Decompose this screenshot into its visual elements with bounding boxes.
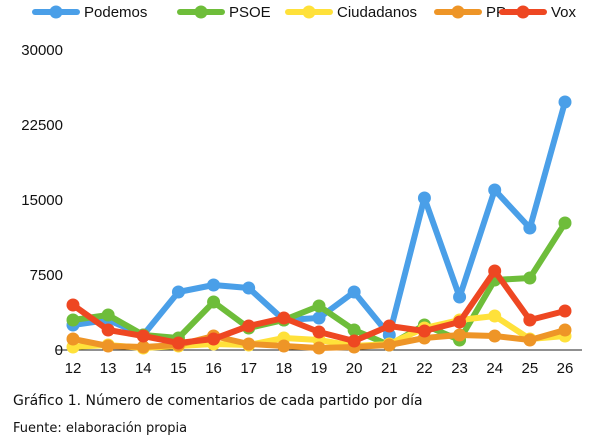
y-tick-label: 22500	[21, 117, 63, 134]
data-point-vox	[347, 334, 361, 348]
data-point-podemos	[417, 191, 431, 205]
legend-label: Vox	[551, 4, 577, 21]
data-point-psoe	[347, 323, 361, 337]
x-tick-label: 25	[522, 360, 539, 377]
legend-marker	[49, 5, 63, 19]
data-point-psoe	[207, 295, 221, 309]
data-point-podemos	[242, 281, 256, 295]
x-tick-label: 15	[170, 360, 187, 377]
data-point-podemos	[382, 328, 396, 342]
data-point-ciudadanos	[488, 309, 502, 323]
line-chart: Podemos PSOE Ciudadanos PP Vox 0750015000225…	[21, 4, 582, 377]
legend-label: PSOE	[229, 4, 271, 21]
figure-caption: Gráfico 1. Número de comentarios de cada…	[13, 393, 423, 409]
series-lines	[66, 95, 572, 355]
data-point-psoe	[66, 313, 80, 327]
legend-item-vox: Vox	[499, 4, 577, 21]
data-point-pp	[136, 340, 150, 354]
legend-item-psoe: PSOE	[177, 4, 271, 21]
data-point-vox	[417, 324, 431, 338]
data-point-pp	[558, 323, 572, 337]
x-tick-label: 16	[205, 360, 222, 377]
data-point-vox	[277, 311, 291, 325]
data-point-pp	[66, 332, 80, 346]
x-tick-label: 26	[557, 360, 574, 377]
data-point-vox	[453, 315, 467, 329]
x-axis-ticks: 12 13 14 15 16 17 18 19 20 21 22 23 24 25 26	[65, 360, 574, 377]
legend-item-ciudadanos: Ciudadanos	[285, 4, 417, 21]
x-tick-label: 20	[346, 360, 363, 377]
data-point-pp	[277, 339, 291, 353]
figure-source: Fuente: elaboración propia	[13, 421, 188, 436]
data-point-pp	[382, 338, 396, 352]
data-point-vox	[66, 298, 80, 312]
x-tick-label: 24	[486, 360, 503, 377]
x-tick-label: 19	[311, 360, 328, 377]
legend-item-podemos: Podemos	[32, 4, 147, 21]
data-point-psoe	[312, 299, 326, 313]
data-point-podemos	[523, 221, 537, 235]
y-tick-label: 15000	[21, 192, 63, 209]
data-point-vox	[101, 323, 115, 337]
data-point-psoe	[558, 216, 572, 230]
legend-item-pp: PP	[434, 4, 506, 21]
data-point-vox	[488, 264, 502, 278]
data-point-vox	[136, 329, 150, 343]
data-point-pp	[453, 328, 467, 342]
legend-label: Ciudadanos	[337, 4, 417, 21]
data-point-psoe	[101, 308, 115, 322]
data-point-pp	[101, 339, 115, 353]
chart-legend: Podemos PSOE Ciudadanos PP Vox	[32, 4, 577, 21]
data-point-podemos	[207, 278, 221, 292]
data-point-pp	[523, 333, 537, 347]
data-point-podemos	[558, 95, 572, 109]
x-tick-label: 22	[416, 360, 433, 377]
data-point-podemos	[347, 285, 361, 299]
legend-marker	[516, 5, 530, 19]
data-point-vox	[523, 313, 537, 327]
data-point-podemos	[171, 285, 185, 299]
data-point-vox	[207, 332, 221, 346]
x-tick-label: 23	[451, 360, 468, 377]
data-point-podemos	[312, 311, 326, 325]
legend-label: Podemos	[84, 4, 147, 21]
x-tick-label: 18	[276, 360, 293, 377]
data-point-vox	[312, 325, 326, 339]
data-point-vox	[558, 304, 572, 318]
x-tick-label: 12	[65, 360, 82, 377]
data-point-podemos	[453, 290, 467, 304]
data-point-vox	[171, 336, 185, 350]
y-tick-label: 7500	[30, 267, 63, 284]
x-tick-label: 17	[240, 360, 257, 377]
y-tick-label: 30000	[21, 42, 63, 59]
series-vox	[66, 264, 572, 350]
data-point-podemos	[488, 183, 502, 197]
data-point-pp	[242, 337, 256, 351]
data-point-vox	[242, 319, 256, 333]
data-point-pp	[312, 341, 326, 355]
legend-label: PP	[486, 4, 506, 21]
x-tick-label: 14	[135, 360, 152, 377]
legend-marker	[302, 5, 316, 19]
legend-marker	[194, 5, 208, 19]
x-tick-label: 21	[381, 360, 398, 377]
data-point-psoe	[523, 271, 537, 285]
x-tick-label: 13	[100, 360, 117, 377]
data-point-vox	[382, 319, 396, 333]
data-point-pp	[488, 329, 502, 343]
legend-marker	[451, 5, 465, 19]
